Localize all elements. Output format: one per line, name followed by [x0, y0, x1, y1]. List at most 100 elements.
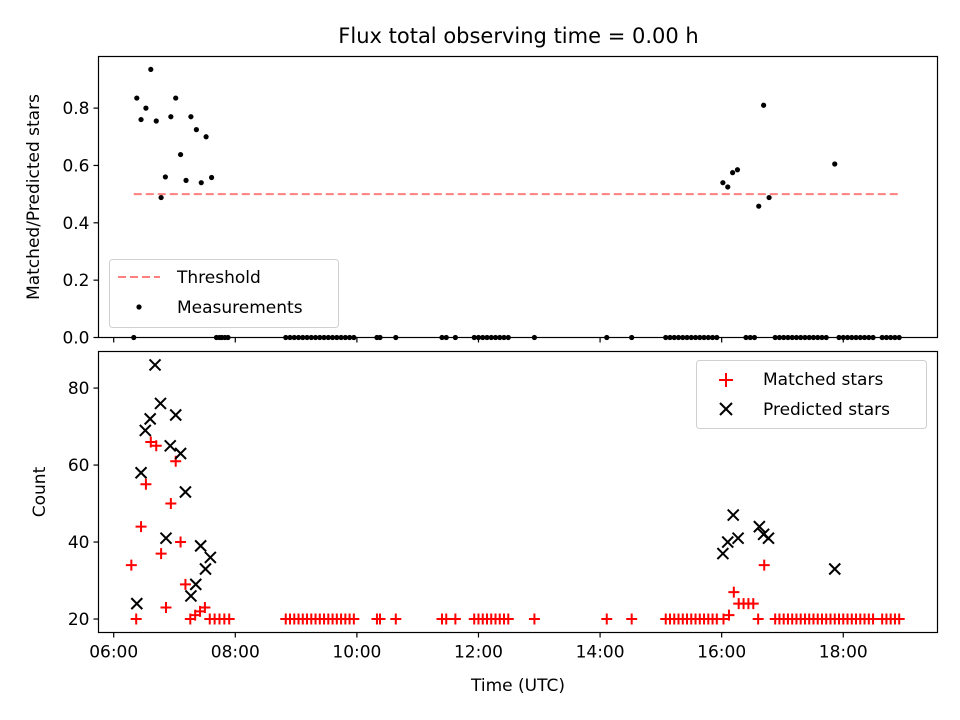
ratio-y-tick-label: 0.2 — [62, 271, 89, 291]
measurement-point — [761, 102, 767, 108]
predicted-point — [179, 485, 192, 499]
measurement-point — [198, 180, 204, 186]
measurement-point — [168, 114, 174, 120]
predicted-point — [164, 439, 177, 453]
count-y-tick-label: 80 — [68, 379, 90, 399]
legend-threshold-label: Threshold — [176, 268, 261, 288]
matched-point — [150, 440, 162, 452]
predicted-point — [204, 551, 217, 564]
matched-point — [223, 613, 235, 625]
matched-point — [626, 613, 638, 625]
ratio-y-label: Matched/Predicted stars — [24, 94, 44, 300]
predicted-point — [159, 531, 173, 545]
predicted-point — [148, 358, 162, 372]
time-x-tick-label: 12:00 — [454, 643, 503, 663]
ratio-panel: 0.00.20.40.60.8 Matched/Predicted stars … — [24, 55, 939, 349]
measurement-point — [148, 66, 154, 73]
measurement-point — [158, 194, 164, 201]
ratio-y-axis: 0.0 0.2 0.4 0.6 0.8 — [62, 99, 99, 349]
measurement-point — [766, 194, 772, 201]
measurement-point — [756, 203, 762, 209]
matched-point — [528, 613, 540, 625]
matched-point — [758, 559, 770, 571]
ratio-y-tick-label: 0.8 — [62, 99, 89, 119]
predicted-point — [143, 412, 157, 426]
matched-point — [390, 613, 402, 625]
predicted-point — [731, 531, 745, 545]
matched-point — [160, 601, 172, 613]
predicted-point — [762, 531, 775, 545]
ratio-legend: Threshold Measurements — [109, 259, 339, 328]
matched-point — [374, 613, 386, 625]
predicted-point — [189, 578, 202, 591]
matched-point — [747, 598, 759, 610]
predicted-point — [130, 597, 144, 610]
measurement-point — [188, 114, 194, 120]
matched-point — [449, 613, 461, 625]
predicted-stars-series — [130, 358, 841, 610]
ratio-x-ticks — [113, 337, 844, 343]
measurement-point — [203, 134, 209, 140]
time-x-tick-label: 14:00 — [576, 643, 625, 663]
measurement-point — [138, 116, 144, 123]
legend-matched-swatch — [719, 373, 733, 387]
count-legend-box — [696, 360, 927, 429]
legend-matched-label: Matched stars — [763, 370, 883, 390]
time-x-tick-label: 18:00 — [819, 643, 868, 663]
predicted-point — [174, 447, 187, 460]
measurement-point — [177, 151, 184, 158]
measurement-point — [173, 95, 179, 101]
matched-point — [155, 548, 167, 560]
ratio-y-tick-label: 0.0 — [62, 329, 89, 349]
count-y-axis: 20 40 60 80 — [68, 379, 99, 630]
measurement-point — [153, 118, 159, 124]
matched-point — [728, 586, 740, 598]
time-x-tick-label: 06:00 — [89, 643, 138, 663]
matched-point — [125, 559, 137, 571]
matched-point — [348, 613, 360, 625]
measurement-point — [725, 184, 731, 190]
count-y-tick-label: 20 — [68, 610, 90, 630]
time-x-label: Time (UTC) — [470, 676, 565, 696]
count-legend: Matched stars Predicted stars — [696, 360, 927, 429]
predicted-point — [184, 589, 198, 603]
time-x-tick-label: 16:00 — [697, 643, 746, 663]
predicted-point — [727, 508, 740, 522]
time-x-axis: 06:00 08:00 10:00 12:00 14:00 16:00 18:00 — [89, 632, 868, 663]
matched-point — [893, 613, 905, 625]
matched-point — [723, 609, 735, 621]
measurement-point — [162, 174, 168, 180]
matched-point — [130, 613, 142, 625]
matched-point — [199, 601, 211, 613]
count-y-tick-label: 40 — [68, 533, 90, 553]
ratio-legend-box — [109, 259, 339, 328]
predicted-point — [721, 535, 734, 549]
measurement-point — [734, 167, 741, 173]
figure-title: Flux total observing time = 0.00 h — [338, 24, 698, 48]
matched-stars-series — [125, 436, 905, 625]
legend-predicted-label: Predicted stars — [763, 400, 890, 420]
legend-predicted-swatch — [719, 402, 733, 416]
predicted-point — [139, 424, 152, 437]
time-x-tick-label: 08:00 — [211, 643, 260, 663]
predicted-point — [154, 397, 167, 410]
measurements-series — [131, 66, 902, 341]
measurement-point — [193, 127, 199, 133]
count-panel: 20 40 60 80 06:00 08:00 10:00 12:00 14:00 16:00 1… — [30, 350, 939, 696]
time-x-tick-label: 10:00 — [332, 643, 381, 663]
predicted-point — [753, 520, 766, 533]
matched-point — [502, 613, 514, 625]
count-plot-frame — [97, 350, 939, 634]
matched-point — [175, 536, 187, 548]
predicted-point — [134, 466, 148, 479]
matched-point — [752, 613, 764, 625]
measurement-point — [832, 161, 838, 167]
measurement-point — [208, 174, 215, 181]
measurement-point — [730, 170, 736, 176]
count-y-tick-label: 60 — [68, 456, 90, 476]
predicted-point — [199, 562, 212, 576]
ratio-plot-frame — [97, 55, 939, 339]
matched-point — [179, 578, 191, 590]
predicted-point — [169, 408, 182, 422]
